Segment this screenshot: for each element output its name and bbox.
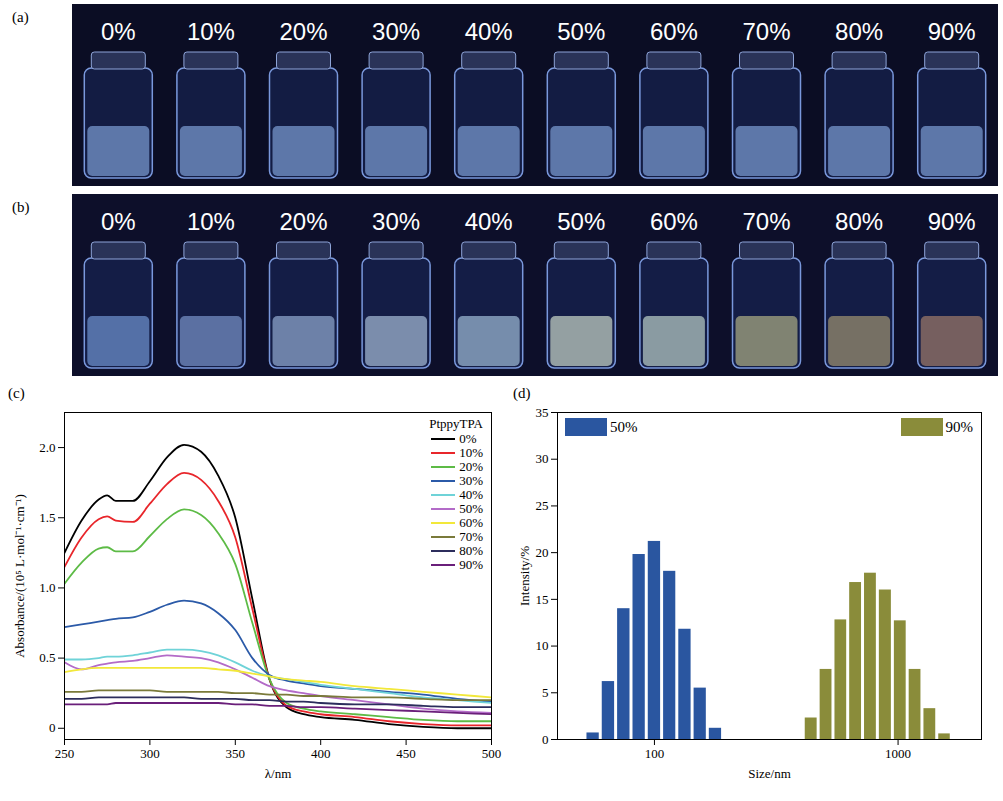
svg-text:30: 30 xyxy=(536,451,549,466)
html-text:90%: 90% xyxy=(459,557,483,572)
svg-text:50%: 50% xyxy=(557,208,605,235)
svg-text:5: 5 xyxy=(542,685,549,700)
svg-text:2.0: 2.0 xyxy=(39,440,55,455)
svg-text:10%: 10% xyxy=(187,208,235,235)
svg-text:70%: 70% xyxy=(742,18,790,45)
html-text:60%: 60% xyxy=(459,515,483,530)
svg-text:(a): (a) xyxy=(12,9,29,26)
svg-text:35: 35 xyxy=(536,405,549,420)
svg-text:300: 300 xyxy=(140,746,160,761)
svg-text:50%: 50% xyxy=(557,18,605,45)
svg-text:60%: 60% xyxy=(650,18,698,45)
html-text:0%: 0% xyxy=(459,431,477,446)
svg-text:0.5: 0.5 xyxy=(39,650,55,665)
svg-text:Size/nm: Size/nm xyxy=(748,766,791,781)
svg-text:0%: 0% xyxy=(101,18,136,45)
html-text:20%: 20% xyxy=(459,459,483,474)
svg-text:20%: 20% xyxy=(279,208,327,235)
svg-text:(b): (b) xyxy=(12,199,30,216)
svg-text:60%: 60% xyxy=(650,208,698,235)
svg-text:0: 0 xyxy=(49,720,56,735)
svg-text:80%: 80% xyxy=(835,18,883,45)
svg-text:90%: 90% xyxy=(928,18,976,45)
html-text:(d): (d) xyxy=(513,385,531,401)
svg-text:40%: 40% xyxy=(465,208,513,235)
svg-text:1000: 1000 xyxy=(885,746,911,761)
svg-text:λ/nm: λ/nm xyxy=(265,766,292,781)
svg-text:20: 20 xyxy=(536,545,549,560)
svg-text:70%: 70% xyxy=(742,208,790,235)
html-text:80%: 80% xyxy=(459,543,483,558)
svg-text:0: 0 xyxy=(542,732,549,747)
svg-text:250: 250 xyxy=(55,746,75,761)
svg-text:10%: 10% xyxy=(187,18,235,45)
html-text:(c): (c) xyxy=(8,385,25,401)
html-text:50%: 50% xyxy=(459,501,483,516)
svg-text:10: 10 xyxy=(536,638,549,653)
svg-text:20%: 20% xyxy=(279,18,327,45)
svg-text:Absorbance/(10⁵ L·mol⁻¹·cm⁻¹): Absorbance/(10⁵ L·mol⁻¹·cm⁻¹) xyxy=(12,494,27,658)
svg-text:500: 500 xyxy=(482,746,502,761)
html-text:90%: 90% xyxy=(945,418,973,435)
svg-text:350: 350 xyxy=(226,746,246,761)
svg-text:15: 15 xyxy=(536,592,549,607)
svg-text:450: 450 xyxy=(396,746,416,761)
svg-text:1.0: 1.0 xyxy=(39,580,55,595)
svg-text:30%: 30% xyxy=(372,18,420,45)
svg-text:400: 400 xyxy=(311,746,331,761)
svg-text:0%: 0% xyxy=(101,208,136,235)
html-text:10%: 10% xyxy=(459,445,483,460)
html-text:30%: 30% xyxy=(459,473,483,488)
html-text:40%: 40% xyxy=(459,487,483,502)
svg-text:80%: 80% xyxy=(835,208,883,235)
html-text:70%: 70% xyxy=(459,529,483,544)
svg-text:90%: 90% xyxy=(928,208,976,235)
svg-text:1.5: 1.5 xyxy=(39,510,55,525)
html-text:50%: 50% xyxy=(610,418,638,435)
svg-text:25: 25 xyxy=(536,498,549,513)
svg-text:40%: 40% xyxy=(465,18,513,45)
html-text:PtppyTPA: PtppyTPA xyxy=(429,416,483,431)
svg-text:100: 100 xyxy=(645,746,665,761)
svg-text:30%: 30% xyxy=(372,208,420,235)
svg-text:Intensity/%: Intensity/% xyxy=(517,546,532,606)
